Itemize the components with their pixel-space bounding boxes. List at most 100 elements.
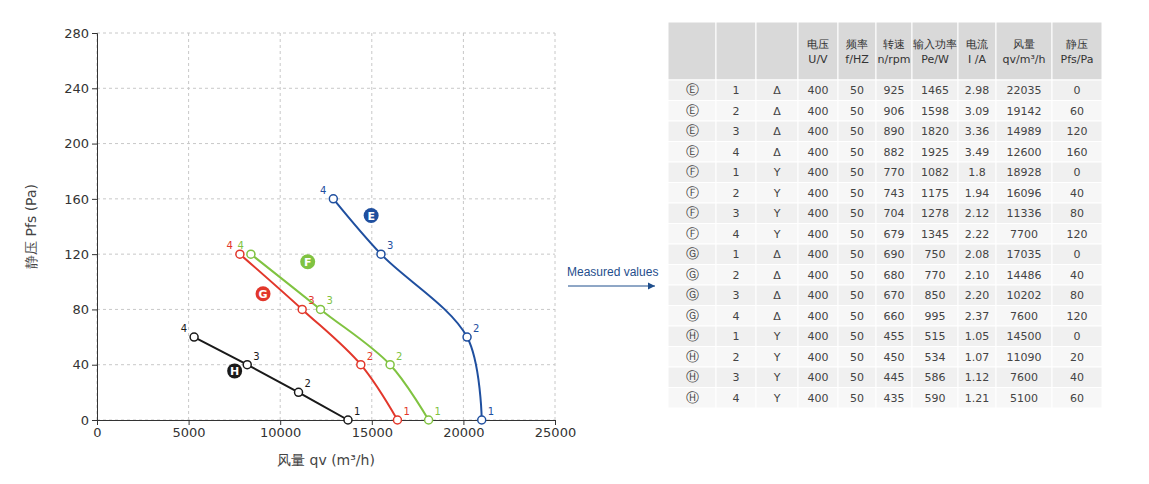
table-cell [716,326,756,347]
table-cell [668,183,716,204]
table-cell [756,183,798,204]
table-cell [876,121,912,142]
tick-label: 160 [64,192,89,207]
table-cell [716,162,756,183]
tick: 15000 [352,420,393,440]
cell-text: Y [773,187,781,200]
cell-text: Δ [773,310,781,323]
cell-text: 50 [850,371,864,384]
table-cell [958,326,996,347]
arrow-line [568,286,655,287]
table-cell [958,203,996,224]
table-cell [838,326,876,347]
table-cell [1052,80,1102,101]
cell-text: Ⓖ [686,308,699,323]
tick-label: 0 [81,413,89,428]
table-cell [838,285,876,306]
y-axis-title: 静压 Pfs (Pa) [23,184,39,269]
cell-text: 455 [884,330,905,343]
table-cell [958,183,996,204]
y-axis: 04080120160200240280 [64,26,97,428]
cell-text: 1.21 [965,392,990,405]
cell-text: 2 [733,105,740,118]
cell-text: Ⓕ [686,185,699,200]
cell-text: 7700 [1010,228,1038,241]
table-cell [958,244,996,265]
cell-text: 890 [884,125,905,138]
grid-line-x [555,33,556,420]
cell-text: 50 [850,125,864,138]
table-cell [798,265,838,286]
x-axis-title: 风量 qv (m³/h) [277,452,375,468]
cell-text: 60 [1070,392,1084,405]
point-label: 3 [308,295,314,306]
table-cell [996,203,1052,224]
table-cell [876,224,912,245]
arrow-head [648,283,655,290]
table-cell [668,367,716,388]
cell-text: 450 [884,351,905,364]
cell-text: Ⓖ [686,267,699,282]
table-cell [912,326,958,347]
cell-text: Ⓗ [686,349,699,364]
table-cell [716,306,756,327]
table-cell [668,142,716,163]
header-text: 电压U/V [807,38,829,66]
table-cell [756,142,798,163]
point-label: 1 [435,406,441,417]
tick: 120 [64,247,97,262]
table-cell [996,80,1052,101]
cell-text: 50 [850,392,864,405]
cell-text: 50 [850,269,864,282]
table-cell [876,347,912,368]
table-cell [1052,101,1102,122]
table-cell [912,265,958,286]
header-cell [1052,22,1102,80]
point-label: 1 [354,406,360,417]
table-cell [798,80,838,101]
series-name: G [259,288,268,301]
cell-text: 1925 [921,146,949,159]
cell-text: Δ [773,146,781,159]
table-cell [1052,306,1102,327]
cell-text: 1 [733,248,740,261]
point-label: 2 [367,351,373,362]
cell-text: 400 [808,248,829,261]
x-axis: 0500010000150002000025000 [93,420,576,440]
tick-label: 80 [72,302,89,317]
cell-text: 2.10 [965,269,990,282]
cell-text: 743 [884,187,905,200]
cell-text: 1.12 [965,371,990,384]
grid-line-y [97,33,555,34]
data-point [298,305,306,313]
cell-text: 0 [1074,248,1081,261]
series-line [194,337,348,420]
table-cell [958,285,996,306]
table-cell [798,162,838,183]
table-cell [912,203,958,224]
plot-labels: 1234E1234F1234G1234H [181,185,494,417]
cell-text: 18928 [1007,166,1042,179]
series-badge [256,286,271,301]
table-cell [876,203,912,224]
tick-mark [92,365,97,366]
cell-text: 14486 [1007,269,1042,282]
cell-text: Ⓕ [686,226,699,241]
table-cell [756,285,798,306]
table-cell [996,388,1052,409]
tick: 160 [64,192,97,207]
cell-text: 400 [808,84,829,97]
point-label: 1 [488,406,494,417]
cell-text: 17035 [1007,248,1042,261]
cell-text: 670 [884,289,905,302]
table-cell [716,142,756,163]
cell-text: 2.98 [965,84,990,97]
cell-text: Ⓕ [686,205,699,220]
cell-text: 534 [925,351,946,364]
cell-text: 120 [1067,125,1088,138]
cell-text: 50 [850,105,864,118]
tick-label: 20000 [443,425,484,440]
cell-text: 50 [850,207,864,220]
table-cell [958,306,996,327]
table-cell [668,203,716,224]
